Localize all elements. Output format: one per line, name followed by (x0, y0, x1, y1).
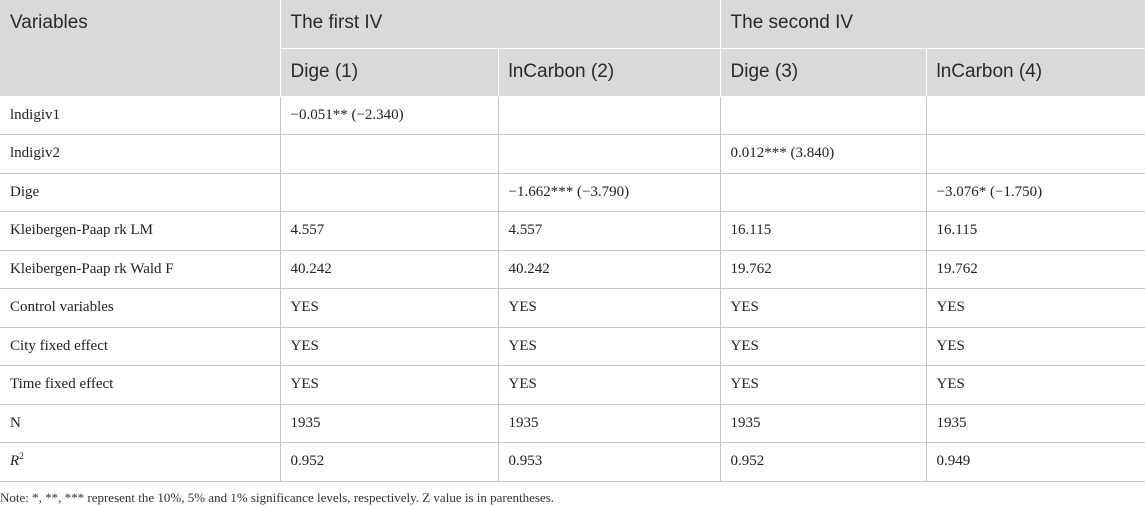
row-label: N (0, 404, 281, 443)
row-label: lndigiv2 (0, 134, 281, 174)
table-cell (926, 95, 1145, 135)
table-row: N 1935 1935 1935 1935 (0, 404, 1145, 443)
table-cell (280, 173, 499, 212)
table-cell: YES (280, 288, 499, 328)
header-col-2: lnCarbon (2) (498, 48, 721, 97)
table-cell: 40.242 (498, 250, 721, 289)
row-label: Dige (0, 173, 281, 212)
table-cell: 19.762 (926, 250, 1145, 289)
row-label: Control variables (0, 288, 281, 328)
row-label: City fixed effect (0, 327, 281, 366)
table-cell: YES (720, 365, 927, 405)
row-label-r-squared: R2 (0, 442, 281, 482)
table-cell (280, 134, 499, 174)
table-cell: 4.557 (280, 211, 499, 251)
table-cell (720, 173, 927, 212)
table-cell: 1935 (280, 404, 499, 443)
table-cell: 0.952 (720, 442, 927, 482)
table-row: Dige −1.662*** (−3.790) −3.076* (−1.750) (0, 173, 1145, 212)
table-row: City fixed effect YES YES YES YES (0, 327, 1145, 366)
header-col-4: lnCarbon (4) (926, 48, 1145, 97)
header-col-1: Dige (1) (280, 48, 499, 97)
table-cell (498, 134, 721, 174)
table-row: R2 0.952 0.953 0.952 0.949 (0, 442, 1145, 482)
table-cell: YES (280, 365, 499, 405)
table-cell: YES (926, 327, 1145, 366)
table-cell: 1935 (498, 404, 721, 443)
table-note: Note: *, **, *** represent the 10%, 5% a… (0, 489, 555, 505)
r-squared-base: R (10, 453, 20, 470)
r-squared-superscript: 2 (19, 451, 24, 462)
header-col-3: Dige (3) (720, 48, 927, 97)
table-cell: 40.242 (280, 250, 499, 289)
table-cell (926, 134, 1145, 174)
row-label: lndigiv1 (0, 95, 281, 135)
table-cell: YES (926, 288, 1145, 328)
table-cell: YES (280, 327, 499, 366)
table-cell: YES (720, 327, 927, 366)
table-cell: 0.952 (280, 442, 499, 482)
table-cell: −3.076* (−1.750) (926, 173, 1145, 212)
table-cell: 1935 (720, 404, 927, 443)
table-cell: 19.762 (720, 250, 927, 289)
table-row: Kleibergen-Paap rk LM 4.557 4.557 16.115… (0, 211, 1145, 251)
table-row: lndigiv1 −0.051** (−2.340) (0, 95, 1145, 135)
table-cell: 4.557 (498, 211, 721, 251)
row-label: Time fixed effect (0, 365, 281, 405)
table-cell: YES (926, 365, 1145, 405)
table-cell: 1935 (926, 404, 1145, 443)
table-cell (498, 95, 721, 135)
table-row: Time fixed effect YES YES YES YES (0, 365, 1145, 405)
table-cell: YES (498, 327, 721, 366)
table-cell: YES (498, 365, 721, 405)
table-row: lndigiv2 0.012*** (3.840) (0, 134, 1145, 174)
row-label: Kleibergen-Paap rk Wald F (0, 250, 281, 289)
table-cell: −0.051** (−2.340) (280, 95, 499, 135)
regression-table: Variables The first IV The second IV Dig… (0, 0, 1145, 482)
table-cell: −1.662*** (−3.790) (498, 173, 721, 212)
table-cell: YES (720, 288, 927, 328)
row-label: Kleibergen-Paap rk LM (0, 211, 281, 251)
table-cell: 16.115 (720, 211, 927, 251)
table-cell: YES (498, 288, 721, 328)
table-row: Control variables YES YES YES YES (0, 288, 1145, 328)
header-group-second-iv: The second IV (720, 0, 1145, 49)
table-cell (720, 95, 927, 135)
table-cell: 16.115 (926, 211, 1145, 251)
table-cell: 0.953 (498, 442, 721, 482)
table-row: Kleibergen-Paap rk Wald F 40.242 40.242 … (0, 250, 1145, 289)
header-group-first-iv: The first IV (280, 0, 721, 49)
table-cell: 0.012*** (3.840) (720, 134, 927, 174)
header-variables: Variables (0, 0, 281, 97)
table-cell: 0.949 (926, 442, 1145, 482)
